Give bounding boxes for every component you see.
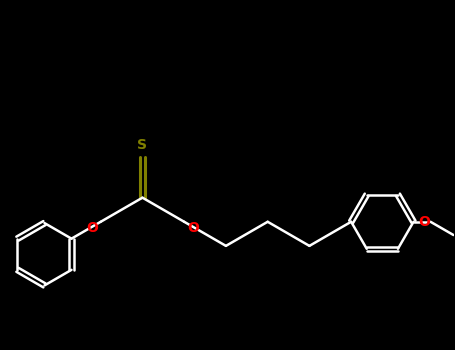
Text: O: O [418,215,430,229]
Text: O: O [86,220,98,234]
Text: O: O [187,220,199,234]
Text: S: S [137,138,147,152]
